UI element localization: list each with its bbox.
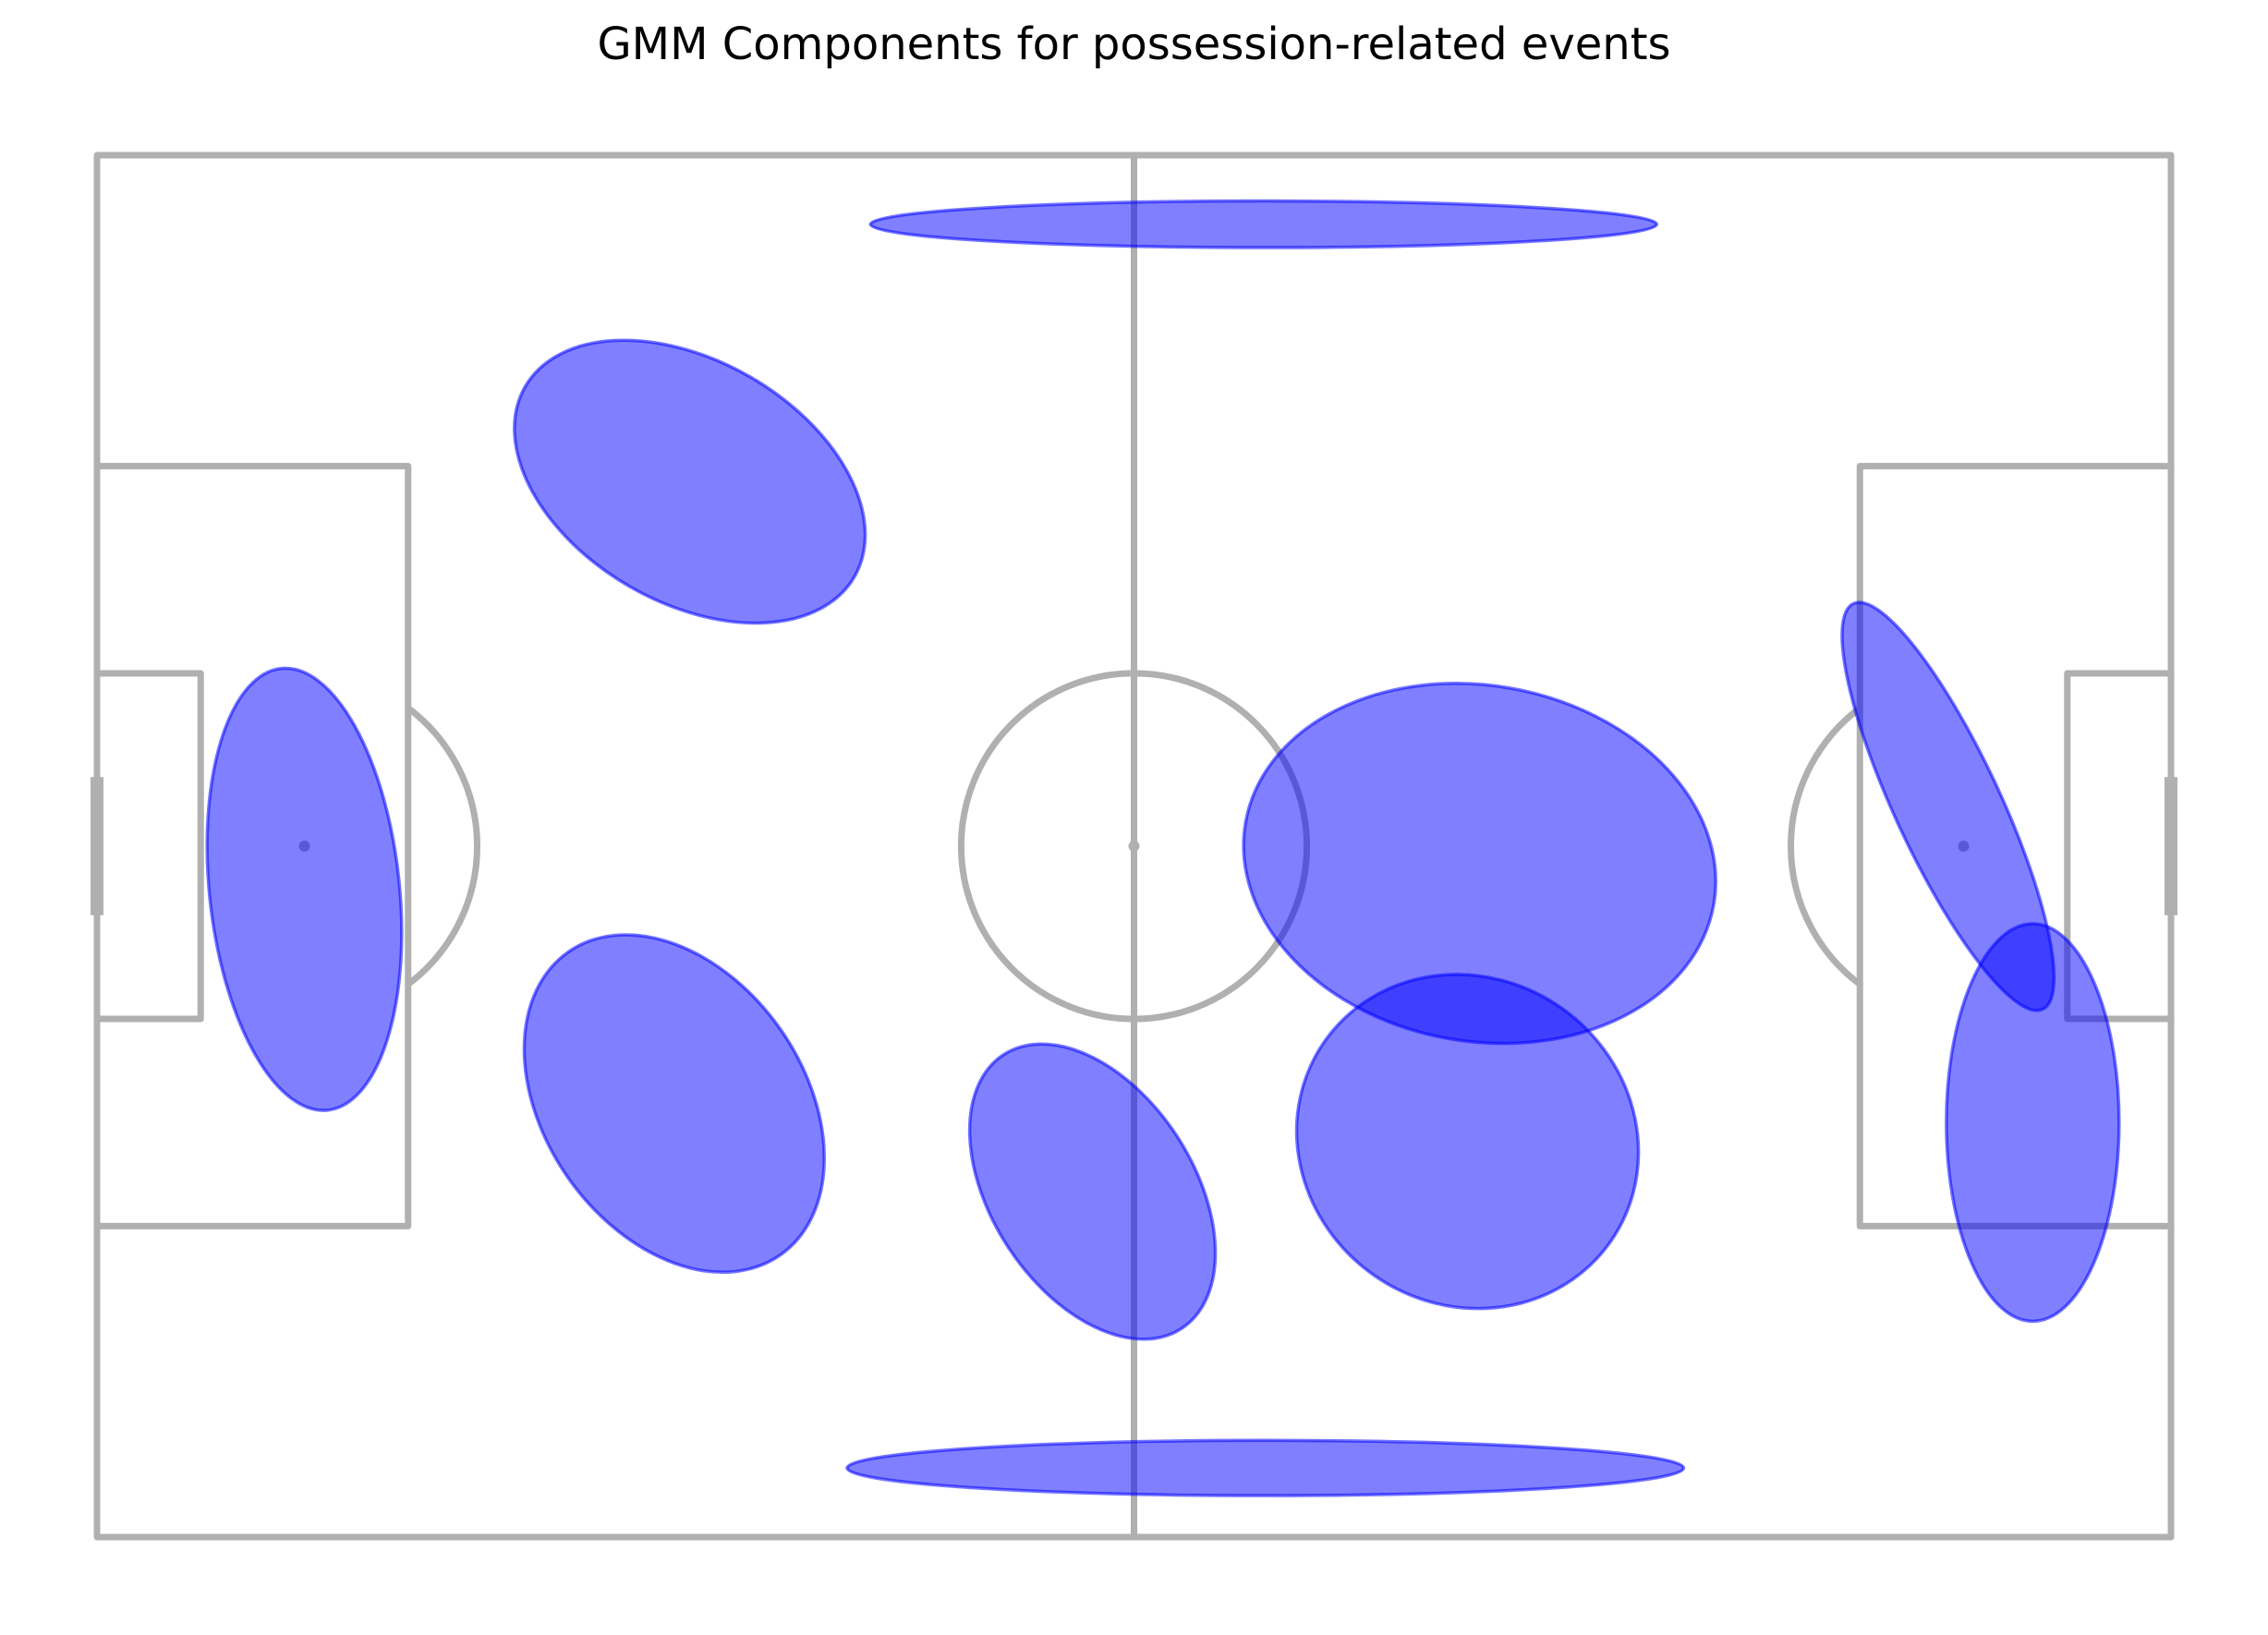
gmm-component-ellipse-9 (1945, 922, 2121, 1324)
gmm-component-ellipse-2 (513, 338, 867, 625)
left-goal (91, 777, 103, 915)
gmm-component-ellipse-10 (845, 1438, 1686, 1497)
gmm-component-ellipse-1 (868, 199, 1659, 249)
chart-title: GMM Components for possession-related ev… (597, 18, 1670, 70)
gmm-components (205, 199, 2121, 1497)
left-penalty-arc (405, 704, 480, 988)
right-penalty-arc (1788, 704, 1863, 988)
gmm-component-ellipse-6 (522, 933, 827, 1275)
gmm-component-ellipse-4 (205, 666, 404, 1112)
centre-spot (1128, 841, 1140, 852)
right-goal (2165, 777, 2177, 915)
gmm-component-ellipse-8 (1294, 973, 1641, 1311)
right-six-yard-box (2064, 670, 2175, 1023)
left-penalty-box (93, 463, 412, 1229)
left-six-yard-box (93, 670, 204, 1023)
gmm-component-ellipse-7 (967, 1042, 1218, 1341)
